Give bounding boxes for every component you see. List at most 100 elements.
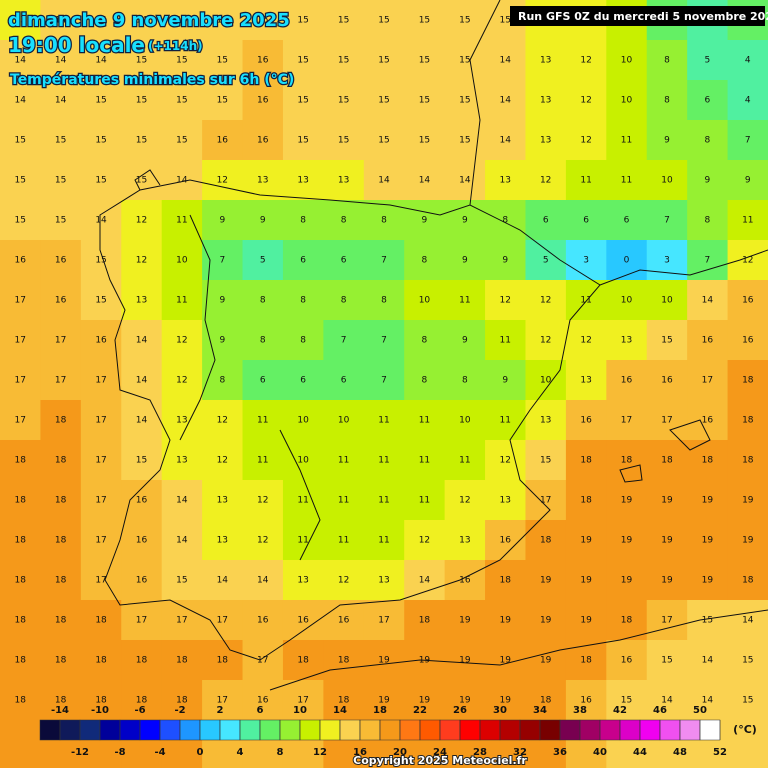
- temp-value: 10: [621, 96, 633, 106]
- temp-value: 15: [297, 16, 308, 26]
- temp-cell: [687, 440, 729, 481]
- temp-cell: [0, 0, 41, 41]
- temp-value: 15: [338, 136, 349, 146]
- temp-cell: [282, 0, 324, 41]
- temp-cell: [40, 600, 82, 641]
- temp-cell: [323, 360, 365, 401]
- temp-cell: [121, 120, 163, 161]
- legend-label: 44: [633, 747, 647, 758]
- temp-value: 18: [742, 576, 754, 586]
- temp-cell: [323, 640, 365, 681]
- temp-value: 17: [217, 616, 228, 626]
- temp-cell: [363, 0, 405, 41]
- temp-value: 16: [621, 656, 633, 666]
- temp-value: 17: [14, 296, 25, 306]
- legend-swatch: [459, 719, 481, 741]
- temp-cell: [0, 480, 41, 521]
- temp-value: 13: [500, 176, 511, 186]
- temp-value: 13: [176, 456, 187, 466]
- temp-cell: [0, 120, 41, 161]
- temp-value: 13: [540, 136, 551, 146]
- legend-label: 32: [513, 747, 527, 758]
- legend-swatch: [299, 719, 321, 741]
- temp-cell: [282, 440, 324, 481]
- temp-value: 7: [381, 256, 387, 266]
- temp-cell: [565, 80, 607, 121]
- temp-cell: [404, 320, 446, 361]
- temp-cell: [727, 40, 768, 81]
- temp-cell: [242, 280, 284, 321]
- temp-value: 13: [459, 536, 470, 546]
- temp-cell: [282, 640, 324, 681]
- legend-label: -14: [51, 705, 69, 716]
- legend-label: 46: [653, 705, 667, 716]
- temp-cell: [363, 40, 405, 81]
- legend-label: -6: [134, 705, 145, 716]
- temp-value: 12: [257, 536, 268, 546]
- temp-cell: [202, 400, 244, 441]
- temp-cell: [565, 320, 607, 361]
- legend-swatch: [139, 719, 161, 741]
- temp-value: 18: [540, 696, 552, 706]
- temp-cell: [40, 400, 82, 441]
- temp-value: 14: [55, 16, 67, 26]
- temp-cell: [242, 400, 284, 441]
- temp-cell: [525, 280, 567, 321]
- temp-cell: [161, 480, 203, 521]
- temp-cell: [606, 560, 648, 601]
- temp-cell: [525, 520, 567, 561]
- temp-value: 15: [95, 136, 106, 146]
- temp-value: 18: [14, 656, 26, 666]
- temp-cell: [121, 360, 163, 401]
- temp-value: 15: [742, 696, 753, 706]
- temp-value: 14: [95, 16, 107, 26]
- legend-swatch: [379, 719, 401, 741]
- legend-label: -2: [174, 705, 185, 716]
- temp-value: 16: [661, 376, 673, 386]
- temp-cell: [404, 200, 446, 241]
- temp-value: 15: [55, 216, 66, 226]
- temp-cell: [687, 280, 729, 321]
- temp-cell: [40, 320, 82, 361]
- temp-value: 10: [661, 176, 673, 186]
- temp-cell: [0, 680, 41, 768]
- temp-cell: [121, 560, 163, 601]
- temp-value: 12: [136, 216, 147, 226]
- temp-cell: [485, 200, 526, 241]
- temp-cell: [646, 640, 688, 681]
- temp-value: 9: [422, 216, 428, 226]
- temp-value: 14: [661, 696, 673, 706]
- temp-cell: [363, 160, 405, 201]
- temp-value: 16: [702, 416, 714, 426]
- temp-value: 8: [502, 216, 508, 226]
- temp-value: 10: [661, 296, 673, 306]
- temp-value: 6: [300, 376, 306, 386]
- temp-value: 18: [136, 656, 148, 666]
- temp-value: 18: [55, 496, 67, 506]
- temp-cell: [40, 240, 82, 281]
- temp-cell: [485, 280, 526, 321]
- temp-value: 9: [462, 216, 468, 226]
- temp-value: 18: [14, 696, 26, 706]
- temp-value: 15: [297, 96, 308, 106]
- temp-cell: [646, 360, 688, 401]
- temp-cell: [606, 640, 648, 681]
- temp-cell: [323, 320, 365, 361]
- legend-label: -12: [71, 747, 89, 758]
- temp-cell: [485, 440, 526, 481]
- temp-cell: [242, 80, 284, 121]
- temp-cell: [485, 400, 526, 441]
- temp-value: 13: [500, 496, 511, 506]
- temp-value: 16: [297, 616, 309, 626]
- temp-cell: [242, 40, 284, 81]
- temp-cell: [202, 120, 244, 161]
- legend-label: 12: [313, 747, 327, 758]
- temp-cell: [727, 160, 768, 201]
- temp-cell: [282, 360, 324, 401]
- temp-value: 13: [621, 336, 632, 346]
- temp-cell: [687, 120, 729, 161]
- legend-label: 16: [353, 747, 367, 758]
- temp-cell: [363, 80, 405, 121]
- temp-cell: [646, 520, 688, 561]
- temp-value: 18: [14, 616, 26, 626]
